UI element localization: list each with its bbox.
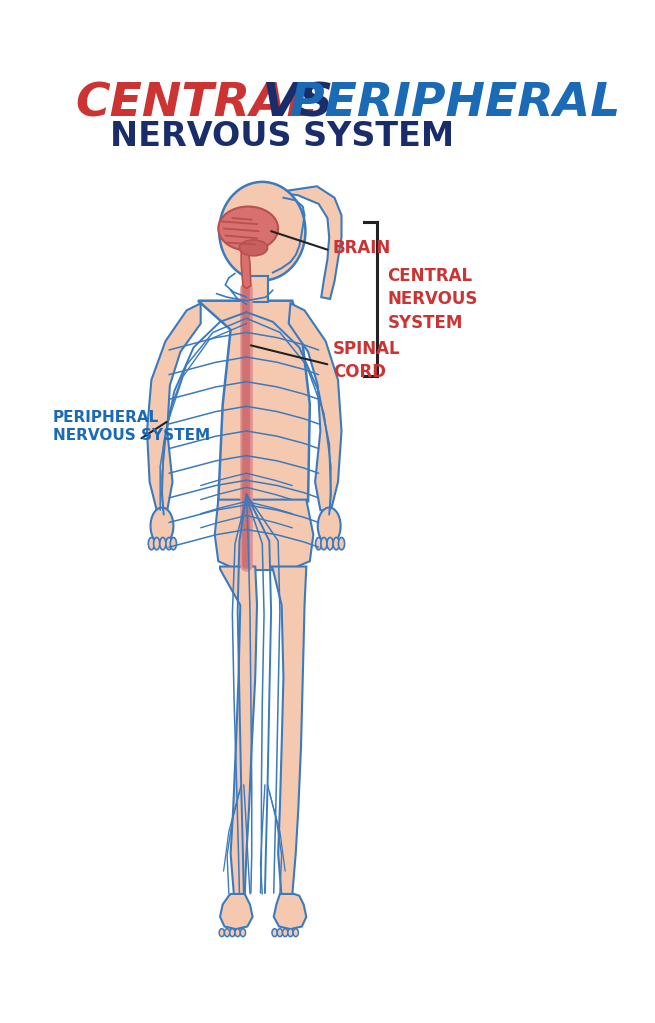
Ellipse shape [333,537,339,549]
Polygon shape [250,276,269,303]
Polygon shape [220,567,257,897]
Ellipse shape [219,182,305,280]
Ellipse shape [160,537,166,549]
Text: VS: VS [246,81,350,126]
Polygon shape [282,186,341,299]
Ellipse shape [277,929,282,937]
Text: CENTRAL
NERVOUS
SYSTEM: CENTRAL NERVOUS SYSTEM [387,267,477,332]
Ellipse shape [218,207,278,251]
Ellipse shape [151,507,174,544]
Ellipse shape [240,929,246,937]
Ellipse shape [166,537,172,549]
Ellipse shape [225,929,230,937]
Polygon shape [289,304,341,510]
Text: NERVOUS SYSTEM: NERVOUS SYSTEM [109,121,454,153]
Ellipse shape [170,537,176,549]
Ellipse shape [219,929,225,937]
Ellipse shape [327,537,333,549]
Text: SPINAL
CORD: SPINAL CORD [333,341,400,381]
Text: BRAIN: BRAIN [333,239,391,257]
Ellipse shape [240,240,268,256]
Ellipse shape [293,929,299,937]
Polygon shape [241,249,251,288]
Text: PERIPHERAL: PERIPHERAL [290,81,621,126]
Ellipse shape [339,537,345,549]
Polygon shape [147,304,200,510]
Ellipse shape [321,537,327,549]
Ellipse shape [148,537,155,549]
Polygon shape [198,301,310,501]
Ellipse shape [316,537,322,549]
Text: PERIPHERAL
NERVOUS SYSTEM: PERIPHERAL NERVOUS SYSTEM [53,410,210,443]
Ellipse shape [153,537,160,549]
Polygon shape [215,499,313,570]
Ellipse shape [272,929,277,937]
Polygon shape [271,567,307,897]
Polygon shape [220,894,253,929]
Polygon shape [274,894,307,929]
Ellipse shape [288,929,293,937]
Ellipse shape [235,929,240,937]
Ellipse shape [282,929,288,937]
Text: CENTRAL: CENTRAL [75,81,316,126]
Ellipse shape [318,507,341,544]
Ellipse shape [230,929,235,937]
